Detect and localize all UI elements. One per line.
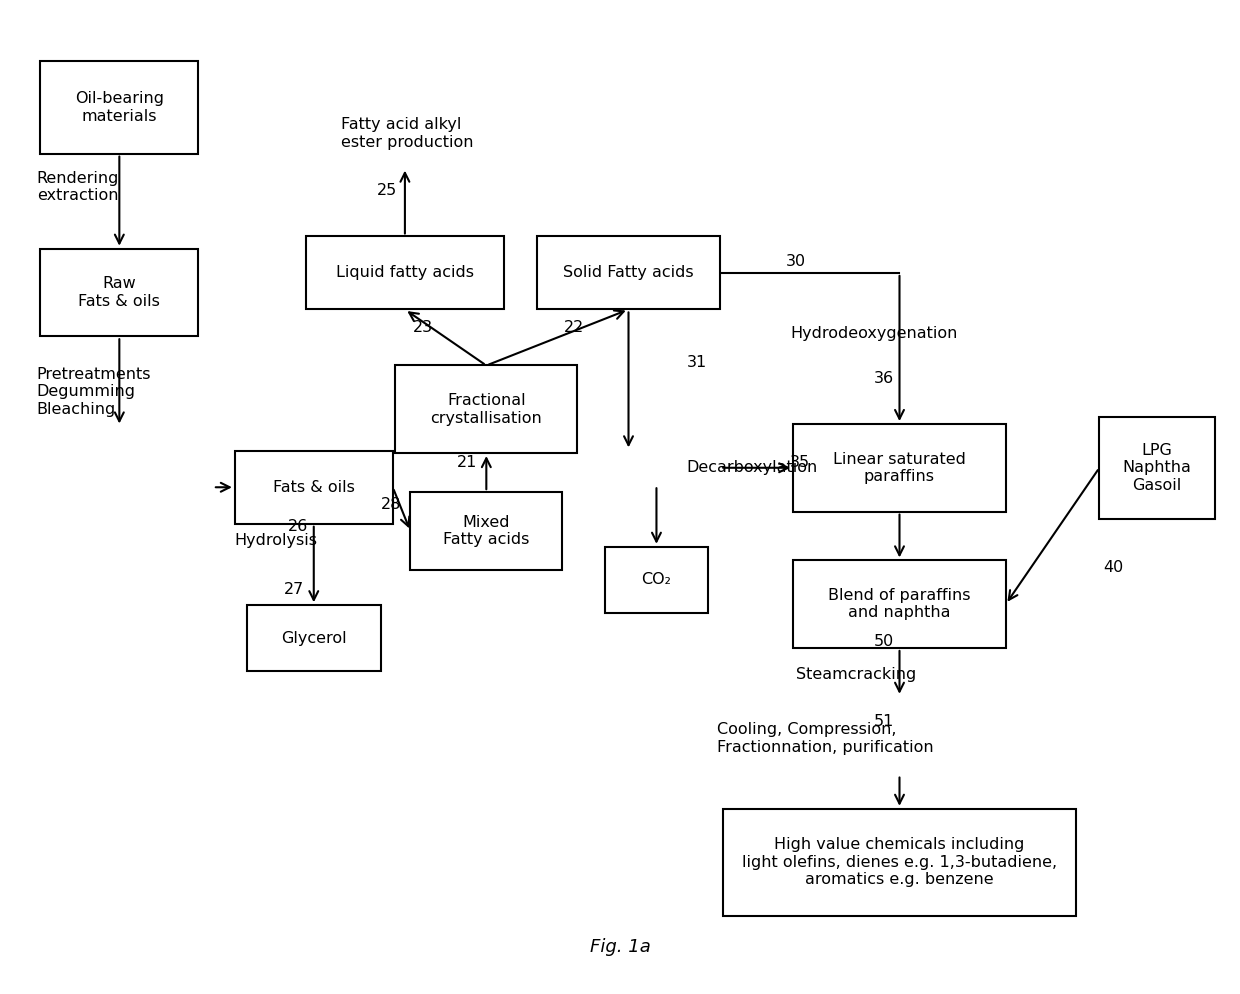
Text: 23: 23	[413, 320, 433, 335]
Text: Glycerol: Glycerol	[281, 631, 347, 646]
Text: Liquid fatty acids: Liquid fatty acids	[336, 265, 474, 280]
Text: CO₂: CO₂	[641, 573, 671, 587]
Text: Solid Fatty acids: Solid Fatty acids	[563, 265, 694, 280]
Text: Hydrodeoxygenation: Hydrodeoxygenation	[790, 326, 957, 341]
Text: Blend of paraffins
and naphtha: Blend of paraffins and naphtha	[828, 588, 971, 620]
Text: 36: 36	[874, 371, 894, 386]
Text: Cooling, Compression,
Fractionnation, purification: Cooling, Compression, Fractionnation, pu…	[717, 723, 934, 754]
FancyBboxPatch shape	[41, 61, 198, 154]
Text: 28: 28	[382, 497, 402, 512]
Text: 35: 35	[790, 455, 810, 470]
FancyBboxPatch shape	[794, 561, 1006, 648]
FancyBboxPatch shape	[396, 366, 578, 453]
FancyBboxPatch shape	[410, 492, 562, 571]
Text: Decarboxylation: Decarboxylation	[687, 460, 818, 475]
FancyBboxPatch shape	[723, 809, 1075, 915]
Text: Oil-bearing
materials: Oil-bearing materials	[74, 91, 164, 123]
Text: 26: 26	[288, 519, 308, 534]
FancyBboxPatch shape	[605, 547, 708, 613]
Text: Hydrolysis: Hydrolysis	[234, 534, 317, 549]
Text: Fatty acid alkyl
ester production: Fatty acid alkyl ester production	[341, 117, 472, 150]
Text: High value chemicals including
light olefins, dienes e.g. 1,3-butadiene,
aromati: High value chemicals including light ole…	[742, 837, 1056, 888]
Text: Raw
Fats & oils: Raw Fats & oils	[78, 276, 160, 308]
Text: Fractional
crystallisation: Fractional crystallisation	[430, 394, 542, 425]
Text: Fats & oils: Fats & oils	[273, 480, 355, 495]
Text: Pretreatments
Degumming
Bleaching: Pretreatments Degumming Bleaching	[37, 367, 151, 416]
FancyBboxPatch shape	[306, 237, 503, 309]
Text: 22: 22	[564, 320, 584, 335]
FancyBboxPatch shape	[794, 423, 1006, 512]
FancyBboxPatch shape	[537, 237, 719, 309]
Text: 40: 40	[1104, 560, 1123, 575]
FancyBboxPatch shape	[1100, 416, 1215, 519]
Text: 51: 51	[873, 714, 894, 729]
Text: 50: 50	[873, 633, 894, 649]
Text: 25: 25	[377, 183, 397, 198]
Text: Mixed
Fatty acids: Mixed Fatty acids	[443, 515, 529, 548]
FancyBboxPatch shape	[41, 248, 198, 336]
Text: Rendering
extraction: Rendering extraction	[37, 171, 119, 204]
Text: 31: 31	[687, 355, 707, 370]
Text: Fig. 1a: Fig. 1a	[590, 938, 650, 956]
Text: 30: 30	[786, 253, 806, 268]
Text: 21: 21	[456, 455, 477, 470]
Text: Steamcracking: Steamcracking	[796, 667, 916, 682]
Text: Linear saturated
paraffins: Linear saturated paraffins	[833, 451, 966, 484]
Text: LPG
Naphtha
Gasoil: LPG Naphtha Gasoil	[1122, 443, 1192, 493]
FancyBboxPatch shape	[234, 450, 393, 524]
Text: 27: 27	[284, 582, 305, 597]
FancyBboxPatch shape	[247, 605, 381, 671]
